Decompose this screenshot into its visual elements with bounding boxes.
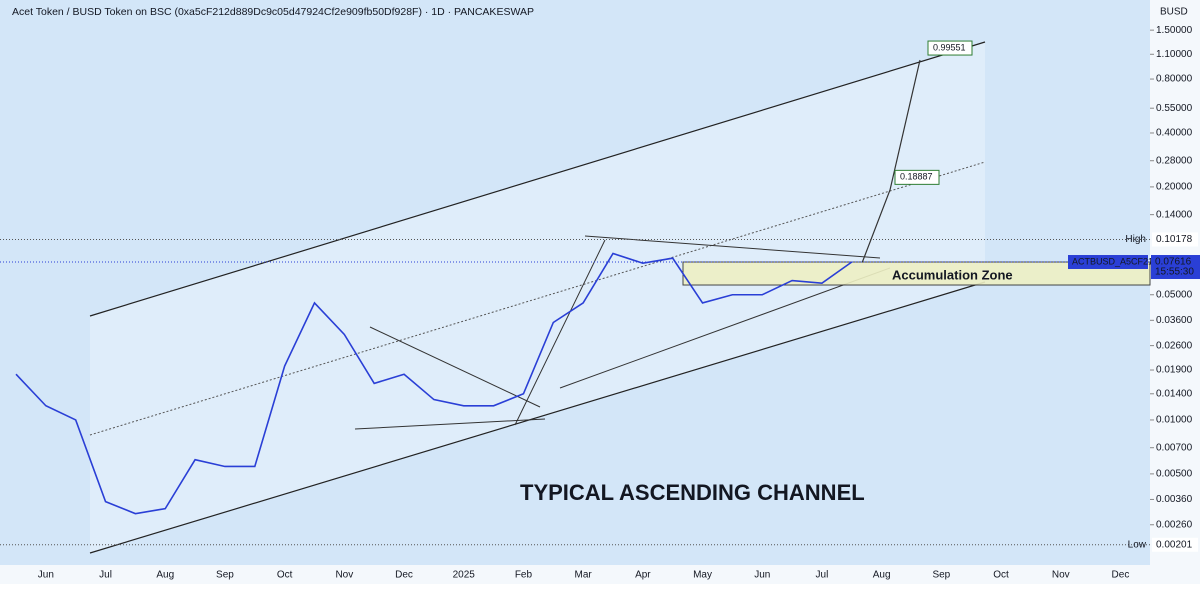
x-tick-label: Dec — [1112, 570, 1130, 581]
x-tick-label: Jun — [754, 570, 770, 581]
reference-label: Low — [1128, 539, 1147, 550]
channel-upper — [89, 41, 986, 317]
price-line — [15, 252, 853, 515]
x-tick-label: May — [693, 570, 712, 581]
reference-tag — [1152, 537, 1198, 552]
x-tick-label: Aug — [873, 570, 891, 581]
reference-value: 0.00201 — [1156, 539, 1193, 550]
target-label: 0.99551 — [933, 42, 966, 52]
x-tick-label: Feb — [515, 570, 533, 581]
price-axis — [1150, 0, 1200, 584]
x-tick-label: Sep — [216, 570, 234, 581]
y-tick-label: 0.28000 — [1156, 155, 1193, 166]
x-tick-label: Nov — [335, 570, 353, 581]
countdown: 15:55:30 — [1155, 267, 1194, 278]
channel-fill — [90, 42, 985, 553]
target-box — [894, 169, 940, 185]
reference-value: 0.10178 — [1156, 234, 1193, 245]
symbol-tag-box — [1068, 255, 1148, 270]
x-tick-label: Jun — [38, 570, 54, 581]
y-tick-label: 0.80000 — [1156, 74, 1193, 85]
y-tick-label: 0.00360 — [1156, 494, 1193, 505]
x-tick-label: Apr — [635, 570, 651, 581]
annotation: TYPICAL ASCENDING CHANNEL — [520, 480, 865, 505]
y-tick-label: 0.40000 — [1156, 128, 1193, 139]
y-tick-label: 0.00500 — [1156, 469, 1193, 480]
x-tick-label: 2025 — [453, 570, 476, 581]
target-box — [927, 40, 973, 56]
chart-title: Acet Token / BUSD Token on BSC (0xa5cF21… — [12, 6, 534, 18]
x-tick-label: Nov — [1052, 570, 1070, 581]
symbol-tag: ACTBUSD_A5CF21 — [1072, 256, 1153, 266]
y-tick-label: 0.03600 — [1156, 315, 1193, 326]
last-price-box — [1151, 255, 1200, 280]
time-axis — [0, 565, 1150, 584]
x-tick-label: Oct — [993, 570, 1009, 581]
y-tick-label: 0.20000 — [1156, 182, 1193, 193]
projection-arrow — [861, 59, 921, 264]
y-tick-label: 0.01000 — [1156, 415, 1193, 426]
y-tick-label: 1.50000 — [1156, 25, 1193, 36]
x-tick-label: Oct — [277, 570, 293, 581]
x-tick-label: Jul — [816, 570, 829, 581]
y-tick-label: 0.00700 — [1156, 442, 1193, 453]
channel-lower — [89, 281, 986, 554]
annotation: Accumulation Zone — [892, 267, 1013, 282]
y-tick-label: 0.02600 — [1156, 340, 1193, 351]
trend-line — [559, 267, 891, 389]
triangle-line — [584, 235, 881, 259]
last-price: 0.07616 — [1155, 257, 1192, 268]
x-tick-label: Dec — [395, 570, 413, 581]
y-tick-label: 0.05000 — [1156, 289, 1193, 300]
y-tick-label: 1.10000 — [1156, 49, 1193, 60]
reference-label: High — [1125, 234, 1146, 245]
y-tick-label: 0.01900 — [1156, 365, 1193, 376]
x-tick-label: Mar — [575, 570, 593, 581]
triangle-line — [369, 326, 541, 408]
currency: BUSD — [1160, 7, 1188, 18]
x-tick-label: Aug — [156, 570, 174, 581]
x-tick-label: Jul — [99, 570, 112, 581]
x-tick-label: Sep — [932, 570, 950, 581]
y-tick-label: 0.00260 — [1156, 519, 1193, 530]
trend-line — [514, 239, 606, 426]
y-tick-label: 0.01400 — [1156, 388, 1193, 399]
y-tick-label: 0.14000 — [1156, 209, 1193, 220]
reference-tag — [1152, 232, 1198, 247]
target-label: 0.18887 — [900, 172, 933, 182]
y-tick-label: 0.55000 — [1156, 103, 1193, 114]
triangle-line — [354, 418, 546, 430]
